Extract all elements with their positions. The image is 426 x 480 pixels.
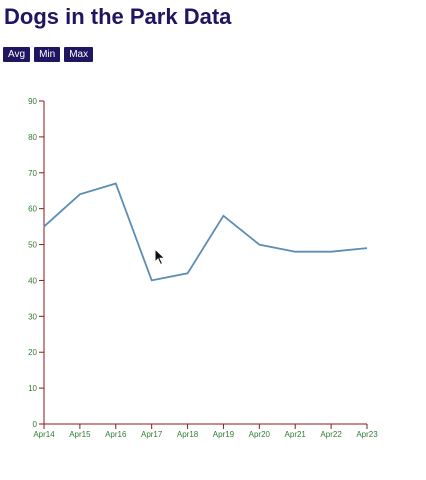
y-tick-label: 30 [28, 312, 37, 321]
y-tick-label: 90 [28, 97, 37, 106]
mouse-pointer-icon [154, 248, 166, 266]
x-tick-label: Apr20 [249, 430, 271, 439]
y-tick-label: 70 [28, 169, 37, 178]
max-button[interactable]: Max [64, 47, 94, 62]
x-tick-label: Apr16 [105, 430, 127, 439]
y-tick-label: 0 [33, 420, 38, 429]
x-tick-label: Apr23 [356, 430, 378, 439]
y-tick-label: 40 [28, 276, 37, 285]
min-button[interactable]: Min [34, 47, 61, 62]
y-tick-label: 60 [28, 205, 37, 214]
x-tick-label: Apr18 [177, 430, 199, 439]
y-tick-label: 80 [28, 133, 37, 142]
y-axis: 0 10 20 30 40 50 60 70 80 90 [28, 97, 45, 429]
y-tick-label: 50 [28, 241, 37, 250]
x-tick-label: Apr17 [141, 430, 163, 439]
avg-button[interactable]: Avg [3, 47, 31, 62]
x-tick-label: Apr21 [285, 430, 307, 439]
x-tick-label: Apr14 [33, 430, 55, 439]
stat-button-group: Avg Min Max [3, 47, 94, 62]
x-tick-label: Apr22 [320, 430, 342, 439]
page-title: Dogs in the Park Data [4, 4, 232, 29]
series-line [43, 182, 368, 282]
x-tick-label: Apr19 [213, 430, 235, 439]
y-tick-label: 10 [28, 384, 37, 393]
x-tick-label: Apr15 [69, 430, 91, 439]
series-group [43, 182, 368, 282]
y-tick-label: 20 [28, 348, 37, 357]
x-axis: Apr14 Apr15 Apr16 Apr17 Apr18 Apr19 Apr20 Apr21… [33, 423, 378, 439]
